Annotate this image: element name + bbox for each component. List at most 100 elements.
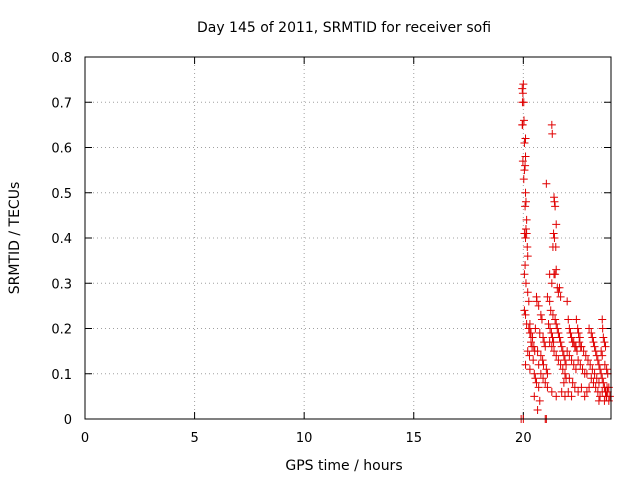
data-point — [552, 319, 561, 328]
data-point — [530, 392, 539, 401]
data-point — [601, 342, 610, 351]
data-point — [533, 405, 542, 414]
data-point — [603, 369, 612, 378]
data-point — [589, 378, 598, 387]
data-point — [532, 378, 541, 387]
data-point — [553, 324, 562, 333]
data-point — [542, 179, 551, 188]
data-point — [587, 329, 596, 338]
data-point — [534, 360, 543, 369]
plot-frame — [84, 56, 612, 420]
y-tick-label: 0.4 — [51, 232, 72, 247]
data-point — [547, 342, 556, 351]
data-point — [521, 188, 530, 197]
data-point — [521, 234, 530, 242]
data-point — [581, 351, 590, 360]
data-point — [560, 356, 569, 365]
y-tick-label: 0.6 — [51, 142, 72, 157]
data-point — [521, 279, 530, 288]
data-point — [598, 324, 607, 333]
data-point — [563, 297, 572, 306]
data-point — [599, 378, 608, 387]
x-tick-label: 20 — [515, 431, 532, 446]
chart-title: Day 145 of 2011, SRMTID for receiver sof… — [197, 20, 491, 36]
data-point — [539, 333, 548, 342]
data-point — [585, 324, 594, 333]
y-tick-label: 0.3 — [51, 277, 72, 292]
data-point — [577, 383, 586, 392]
data-point — [554, 288, 563, 297]
data-point — [523, 243, 532, 252]
data-point — [521, 261, 530, 270]
data-point — [600, 338, 609, 347]
data-point — [559, 378, 568, 387]
data-point — [524, 297, 533, 306]
data-point — [558, 347, 567, 356]
data-point — [588, 365, 597, 374]
x-tick-label: 15 — [405, 431, 422, 446]
data-point — [546, 306, 555, 315]
data-point — [518, 157, 527, 166]
x-axis-label: GPS time / hours — [285, 458, 402, 474]
data-point — [536, 310, 545, 319]
data-point — [551, 315, 560, 324]
data-point — [574, 329, 583, 338]
data-point — [521, 202, 530, 211]
data-point — [520, 306, 529, 315]
data-point — [552, 220, 561, 229]
data-point — [545, 270, 554, 279]
data-point — [525, 351, 534, 360]
data-point — [521, 224, 530, 233]
data-point — [576, 342, 585, 351]
y-axis-label: SRMTID / TECUs — [7, 182, 23, 295]
data-point — [564, 315, 573, 324]
data-point — [550, 347, 559, 356]
data-point — [572, 315, 581, 324]
data-point — [548, 310, 557, 319]
data-point — [587, 374, 596, 383]
data-point — [528, 333, 537, 342]
data-point — [549, 229, 558, 238]
data-point — [552, 392, 561, 401]
data-point — [535, 329, 544, 338]
data-point — [534, 383, 543, 392]
data-point — [520, 270, 529, 279]
data-point — [519, 98, 528, 107]
data-point — [590, 342, 599, 351]
data-point — [522, 215, 531, 224]
y-tick-label: 0.2 — [51, 323, 72, 338]
data-point — [602, 392, 611, 401]
data-point — [567, 333, 576, 342]
data-point — [593, 356, 602, 365]
data-point — [547, 387, 556, 396]
data-point — [538, 356, 547, 365]
data-point — [598, 315, 607, 324]
data-point — [552, 265, 561, 274]
data-point — [518, 120, 527, 129]
data-point — [586, 360, 595, 369]
data-point — [537, 315, 546, 324]
data-point — [518, 89, 527, 98]
data-point — [582, 369, 591, 378]
data-point — [536, 351, 545, 360]
data-point — [541, 378, 550, 387]
data-point — [556, 292, 565, 301]
data-point — [548, 243, 557, 252]
data-point — [560, 369, 569, 378]
data-point — [523, 252, 532, 261]
data-point — [591, 383, 600, 392]
data-point — [603, 383, 612, 392]
data-point — [550, 234, 559, 242]
data-point — [565, 324, 574, 333]
data-point — [566, 329, 575, 338]
data-point — [521, 360, 530, 369]
data-point — [602, 365, 611, 374]
data-point — [580, 392, 589, 401]
data-point — [588, 333, 597, 342]
data-point — [548, 129, 557, 138]
data-point — [544, 319, 553, 328]
data-point — [521, 310, 530, 319]
y-tick-label: 0.5 — [51, 187, 72, 202]
data-point — [529, 356, 538, 365]
data-point — [549, 338, 558, 347]
